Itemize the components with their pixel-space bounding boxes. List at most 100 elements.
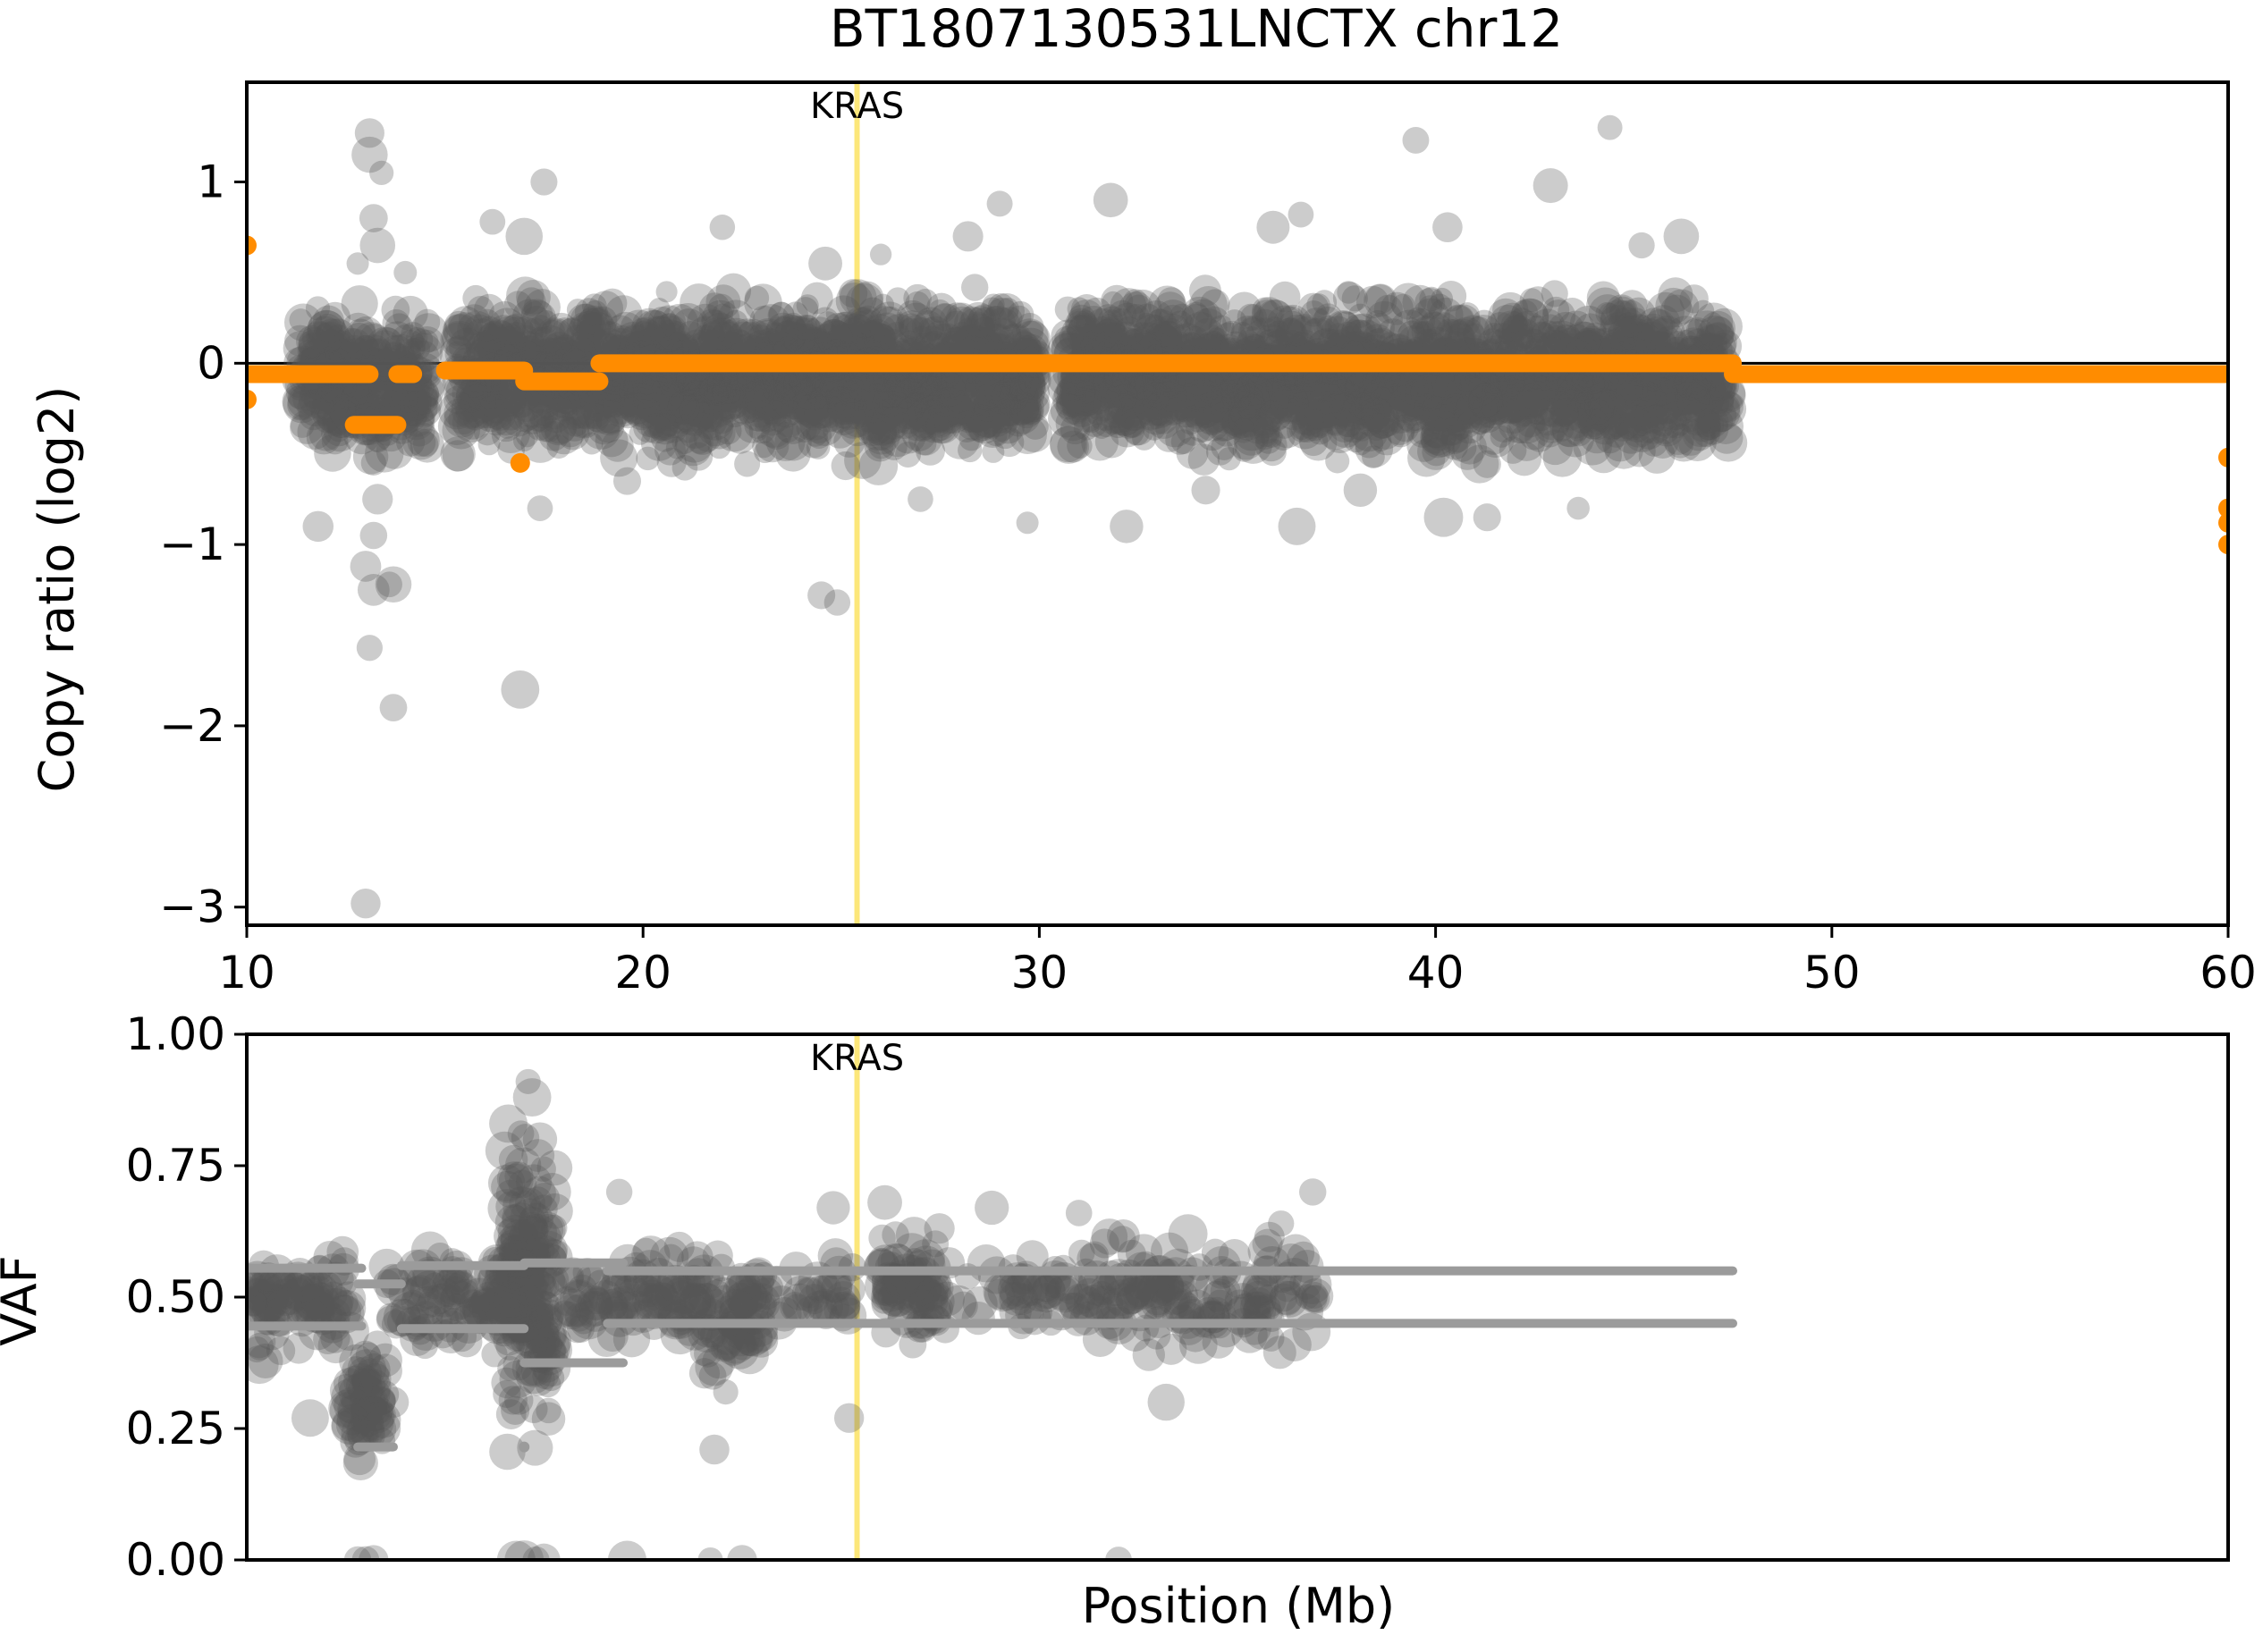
data-point [456, 407, 489, 440]
data-point [438, 392, 477, 430]
data-point [298, 326, 331, 359]
data-point [319, 301, 351, 333]
data-point [744, 283, 782, 322]
data-point [878, 417, 918, 458]
data-point [739, 395, 763, 418]
data-point [448, 306, 484, 341]
data-point [546, 434, 571, 459]
data-point [649, 379, 678, 408]
data-point [899, 315, 932, 347]
data-point [917, 316, 944, 343]
data-point [534, 339, 557, 362]
data-point [398, 384, 426, 412]
data-point [347, 390, 374, 416]
data-point [683, 378, 722, 417]
data-point [799, 394, 831, 426]
data-point [545, 312, 578, 346]
data-point [615, 393, 639, 417]
data-point [466, 331, 501, 367]
data-point [305, 296, 331, 321]
data-point [569, 328, 601, 360]
data-point [476, 334, 502, 359]
data-point [645, 316, 668, 340]
data-point [606, 365, 641, 400]
data-point [1009, 416, 1047, 454]
data-point [1554, 400, 1579, 426]
data-point [553, 334, 577, 358]
data-point [528, 325, 558, 355]
data-point [408, 391, 439, 423]
data-point [619, 388, 656, 425]
data-point [636, 446, 660, 471]
data-point [664, 377, 691, 405]
data-point [484, 399, 517, 431]
data-point [1209, 383, 1249, 423]
data-point [968, 419, 992, 442]
data-point [1012, 320, 1051, 359]
data-point [443, 310, 473, 340]
data-point [1380, 291, 1414, 325]
data-point [522, 341, 550, 368]
data-point [525, 340, 563, 378]
data-point [461, 377, 500, 415]
data-point [292, 381, 327, 416]
data-point [287, 1275, 316, 1302]
data-point [679, 364, 712, 396]
data-point [1341, 285, 1368, 312]
data-point [722, 389, 746, 413]
data-point [533, 337, 569, 373]
data-point [877, 388, 914, 425]
data-point [903, 378, 940, 415]
data-point [730, 330, 753, 353]
data-point [486, 335, 510, 358]
data-point [461, 384, 496, 419]
data-point [316, 405, 342, 432]
data-point [495, 385, 527, 417]
data-point [405, 326, 428, 350]
data-point [914, 367, 937, 390]
data-point [365, 379, 401, 416]
data-point [401, 322, 426, 347]
data-point [967, 327, 991, 351]
data-point [506, 276, 545, 315]
data-point [1015, 312, 1044, 341]
data-point [508, 390, 536, 418]
data-point [396, 339, 421, 364]
data-point [353, 334, 380, 361]
data-point [533, 1172, 571, 1211]
data-point [866, 325, 890, 350]
data-point [908, 421, 943, 456]
data-point [407, 428, 436, 457]
data-point [298, 330, 329, 361]
data-point [1211, 434, 1237, 460]
data-point [287, 385, 311, 409]
data-point [1679, 284, 1709, 314]
data-point [384, 313, 414, 341]
data-point [464, 384, 491, 410]
data-point [813, 378, 850, 415]
data-point [957, 332, 986, 361]
data-point [924, 367, 958, 400]
data-point [317, 398, 353, 434]
data-point [463, 395, 497, 429]
data-point [400, 398, 424, 421]
data-point [975, 390, 1014, 429]
data-point [582, 308, 611, 336]
data-point [354, 393, 381, 420]
data-point [496, 331, 533, 367]
data-point [687, 303, 725, 341]
data-point [870, 389, 898, 417]
data-point [764, 404, 792, 432]
data-point [646, 405, 680, 438]
data-point [475, 396, 500, 422]
data-point [578, 311, 617, 350]
data-point [1110, 288, 1147, 324]
data-point [300, 377, 332, 409]
data-point [629, 364, 666, 401]
data-point [774, 423, 812, 461]
data-point [338, 382, 375, 417]
data-point [1191, 476, 1220, 505]
data-point [770, 373, 795, 398]
